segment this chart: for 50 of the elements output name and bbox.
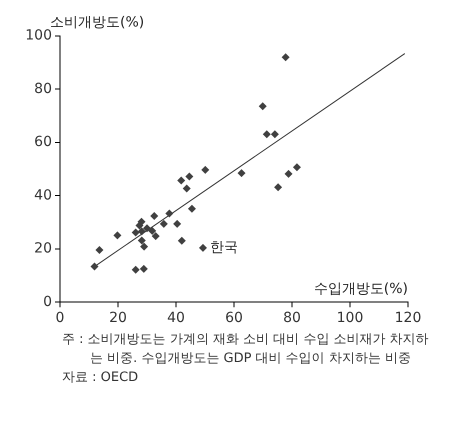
y-tick-label: 80 (34, 80, 52, 97)
point (152, 232, 160, 240)
point (185, 172, 194, 181)
x-tick-label: 100 (336, 310, 364, 326)
annotation: 한국 (210, 240, 238, 256)
point (143, 224, 151, 232)
x-tick-label: 120 (394, 310, 422, 326)
point (95, 246, 104, 254)
x-tick-label: 20 (109, 310, 127, 326)
y-tick-label: 0 (43, 294, 52, 310)
point (173, 220, 182, 228)
point (292, 163, 301, 172)
point (132, 228, 140, 236)
point (262, 130, 271, 138)
point (113, 231, 122, 240)
y-tick-label: 60 (34, 134, 52, 150)
x-axis-title: 수입개방도(%) (314, 280, 408, 297)
y-axis-title: 소비개방도(%) (50, 14, 144, 31)
point (238, 169, 246, 178)
x-tick-label: 0 (56, 310, 64, 326)
point (90, 262, 99, 271)
text: 자료 : OECD (62, 369, 140, 387)
point (178, 236, 186, 245)
point (140, 242, 148, 251)
x-tick-label: 60 (225, 310, 243, 326)
point (137, 218, 146, 226)
point (282, 53, 290, 62)
point (182, 184, 191, 193)
point (160, 220, 168, 228)
point (138, 227, 146, 236)
point (177, 176, 186, 185)
point (148, 226, 156, 235)
point (132, 266, 140, 274)
point (188, 204, 196, 213)
text: 주 : 소비개방도는 가계의 재화 소비 대비 수입 소비재가 차지하는 비중. 수입개방도는 GDP 대비 수입이 차지하는 비중 (62, 331, 430, 368)
y-tick-label: 40 (34, 187, 52, 204)
point (138, 236, 146, 244)
point (165, 210, 174, 218)
point (150, 212, 158, 220)
y-tick-label: 20 (34, 240, 52, 257)
point (198, 244, 207, 252)
x-tick-label: 40 (167, 310, 185, 326)
point (258, 102, 267, 110)
point (201, 166, 210, 174)
point (284, 170, 293, 178)
point (140, 264, 148, 273)
x-tick-label: 80 (283, 310, 301, 326)
point (274, 183, 282, 192)
point (270, 130, 279, 138)
y-tick-label: 100 (25, 28, 52, 44)
